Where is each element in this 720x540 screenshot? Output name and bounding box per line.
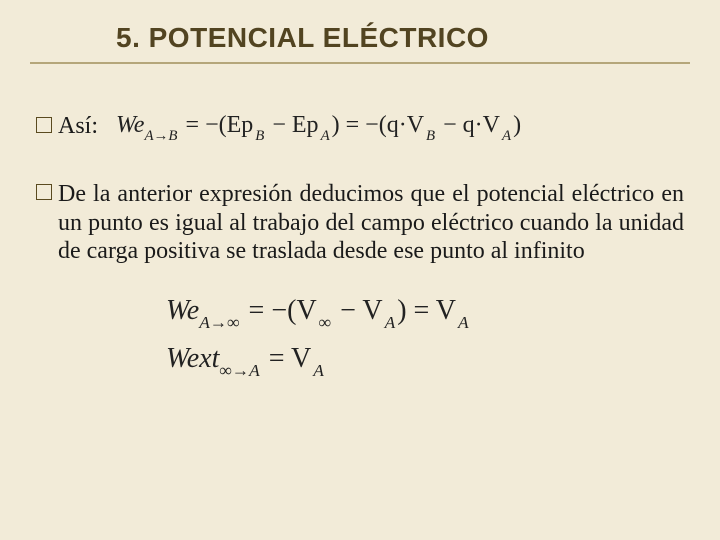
f1-close2: ) bbox=[511, 112, 523, 138]
formula-we-ainf: WeA→∞ = −(V∞ − VA) = VA bbox=[166, 295, 684, 331]
f1-subB: B bbox=[255, 128, 264, 144]
bullet-line-asi: Así: bbox=[36, 113, 98, 140]
slide-title: 5. POTENCIAL ELÉCTRICO bbox=[116, 22, 720, 54]
f1-close1: ) = −(q·V bbox=[330, 112, 426, 138]
formula-wext: Wext∞→A = VA bbox=[166, 343, 684, 379]
asi-label: Así: bbox=[58, 113, 98, 140]
f2-lead: We bbox=[166, 295, 199, 326]
f2-subInf: ∞ bbox=[319, 313, 331, 332]
title-wrap: 5. POTENCIAL ELÉCTRICO bbox=[0, 0, 720, 60]
f2-minus: − V bbox=[331, 295, 385, 326]
f1-sub1: A→B bbox=[144, 128, 177, 144]
row-asi: Así: WeA→B = −(EpB − EpA) = −(q·VB − q·V… bbox=[36, 112, 684, 143]
f3-lead: Wext bbox=[166, 343, 219, 374]
paragraph-wrap: De la anterior expresión deducimos que e… bbox=[36, 180, 684, 265]
formulas-center: WeA→∞ = −(V∞ − VA) = VA Wext∞→A = VA bbox=[36, 295, 684, 378]
f1-lead: We bbox=[116, 112, 144, 138]
formula-we-ab: WeA→B = −(EpB − EpA) = −(q·VB − q·VA) bbox=[116, 112, 523, 143]
f1-minus2: − q·V bbox=[435, 112, 502, 138]
bullet-icon bbox=[36, 184, 52, 200]
slide: 5. POTENCIAL ELÉCTRICO Así: WeA→B = −(Ep… bbox=[0, 0, 720, 540]
f2-subA: A bbox=[385, 313, 396, 332]
bullet-icon bbox=[36, 117, 52, 133]
f2-eq: = −(V bbox=[240, 295, 319, 326]
slide-body: Así: WeA→B = −(EpB − EpA) = −(q·VB − q·V… bbox=[0, 64, 720, 379]
f2-subA2: A bbox=[458, 313, 469, 332]
f1-eq1: = −(Ep bbox=[178, 112, 256, 138]
f1-minus: − Ep bbox=[264, 112, 320, 138]
f1-subA2: A bbox=[502, 128, 511, 144]
f1-subA: A bbox=[321, 128, 330, 144]
f2-sub: A→∞ bbox=[199, 313, 239, 332]
f3-sub: ∞→A bbox=[219, 361, 259, 380]
para-lead: De bbox=[58, 181, 86, 207]
paragraph-text: De la anterior expresión deducimos que e… bbox=[58, 180, 684, 265]
f2-close: ) = V bbox=[395, 295, 458, 326]
f1-subB2: B bbox=[426, 128, 435, 144]
f3-subA: A bbox=[313, 361, 324, 380]
f3-eq: = V bbox=[260, 343, 314, 374]
para-rest: la anterior expresión deducimos que el p… bbox=[58, 181, 684, 264]
